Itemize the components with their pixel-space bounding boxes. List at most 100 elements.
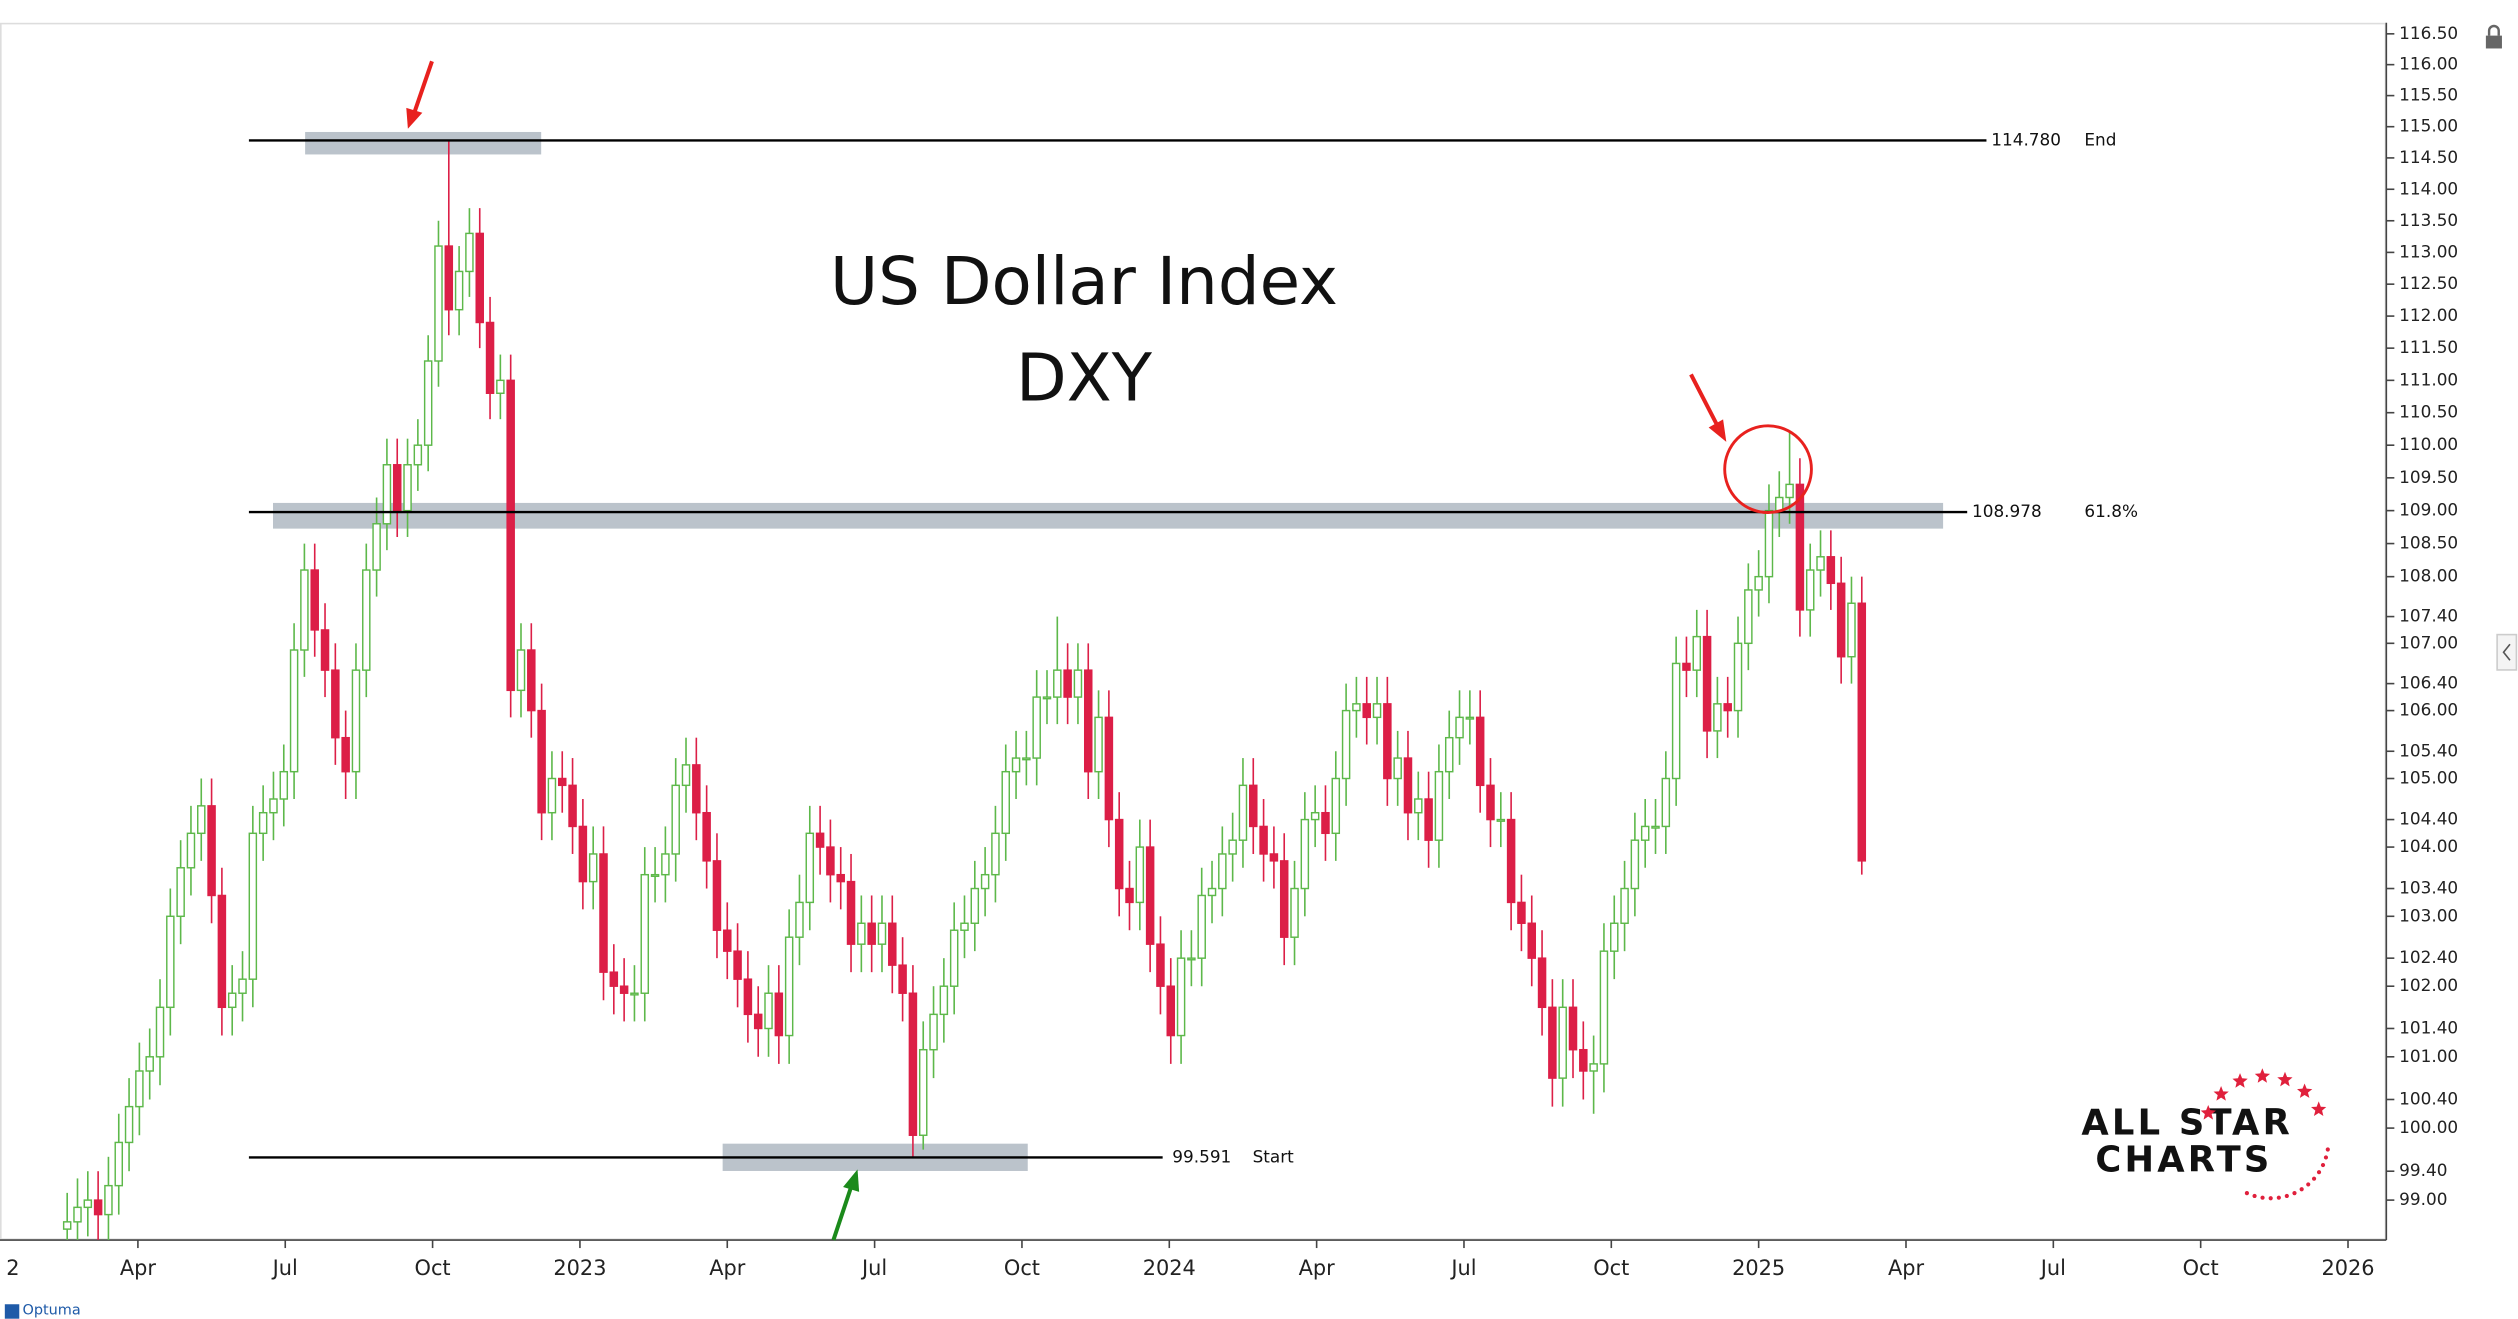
candle-body	[465, 232, 474, 273]
candle-body	[289, 649, 299, 773]
logo-star	[2213, 1086, 2229, 1101]
x-tick-label: Jul	[1449, 1256, 1476, 1280]
candle-body	[300, 569, 309, 651]
candle-body	[279, 770, 289, 800]
candle-body	[258, 811, 268, 835]
logo-text: ALL STAR	[2081, 1102, 2293, 1143]
candle-body	[599, 853, 608, 973]
x-tick-label: Jul	[860, 1256, 887, 1280]
candle-body	[166, 915, 175, 1009]
candle-body	[1249, 784, 1258, 828]
lock-shackle	[2487, 24, 2500, 36]
candle-body	[1403, 757, 1413, 814]
candle-body	[1083, 669, 1093, 773]
y-tick-label: 102.40	[2399, 947, 2458, 967]
candle-body	[382, 464, 392, 525]
candle-body	[1610, 922, 1619, 952]
x-tick-label: Oct	[1004, 1256, 1040, 1280]
level-value-label: 114.780	[1991, 129, 2061, 149]
candle-body	[1321, 811, 1330, 835]
logo-dot	[2292, 1191, 2297, 1196]
candle-body	[1424, 798, 1433, 841]
arrow	[412, 60, 434, 114]
y-tick-label: 114.00	[2399, 178, 2458, 198]
side-toggle[interactable]	[2496, 633, 2518, 671]
candle-body	[898, 964, 907, 994]
y-tick-label: 115.00	[2399, 116, 2458, 136]
candle-body	[227, 992, 237, 1009]
level-value-label: 108.978	[1972, 501, 2042, 521]
candle-body	[537, 709, 546, 814]
candle-body	[1558, 1006, 1567, 1079]
candle-body	[1692, 635, 1702, 671]
x-tick-label: Oct	[2183, 1256, 2219, 1280]
candle-body	[1331, 777, 1341, 835]
candle-body	[1228, 839, 1237, 855]
candle-body	[1764, 509, 1774, 578]
y-tick-label: 112.00	[2399, 305, 2458, 325]
y-tick-label: 108.50	[2399, 533, 2458, 553]
candle-body	[362, 569, 371, 671]
candle-body	[496, 379, 505, 394]
candle-body	[1218, 853, 1227, 890]
candle-body	[1125, 887, 1134, 904]
x-tick-label: Apr	[1888, 1256, 1925, 1280]
x-tick-label: 2026	[2321, 1256, 2374, 1280]
candle-body	[1651, 825, 1660, 829]
candle-body	[929, 1013, 938, 1051]
candle-body	[1022, 757, 1031, 761]
candle-body	[1053, 669, 1062, 698]
candle-body	[403, 464, 412, 512]
candle-body	[1506, 818, 1516, 904]
logo-star	[2232, 1073, 2248, 1088]
candle-body	[506, 379, 515, 692]
zones	[272, 131, 1944, 1171]
y-tick-label: 107.40	[2399, 606, 2458, 626]
x-tick-label: Apr	[1299, 1256, 1336, 1280]
candle-body	[723, 929, 732, 952]
highlight-circle	[1723, 424, 1813, 515]
candle-body	[1032, 696, 1041, 759]
candle-body	[527, 649, 536, 712]
arrow-head	[406, 107, 423, 129]
candle-body	[73, 1206, 82, 1223]
logo-dot	[2325, 1147, 2330, 1152]
candle-body	[1702, 635, 1712, 732]
y-tick-label: 110.00	[2399, 434, 2458, 454]
candle-body	[692, 764, 701, 814]
logo-dot	[2252, 1193, 2257, 1199]
logo-dot	[2244, 1191, 2249, 1196]
candle-body	[93, 1199, 103, 1216]
candle-body	[1166, 985, 1176, 1037]
level-value-label: 99.591	[1172, 1146, 1231, 1166]
candle-body	[1300, 818, 1310, 890]
candle-body	[1661, 777, 1671, 828]
candle-body	[867, 922, 876, 945]
candle-body	[1352, 703, 1361, 712]
candle-body	[176, 867, 185, 918]
candle-body	[1001, 770, 1010, 835]
y-tick-label: 114.50	[2399, 147, 2458, 167]
logo-dot	[2299, 1187, 2304, 1192]
candle-body	[877, 922, 887, 945]
arrow	[1689, 373, 1719, 426]
candle-body	[1341, 709, 1351, 780]
candle-body	[269, 798, 278, 814]
candle-body	[619, 985, 629, 994]
candle-body	[1795, 483, 1805, 611]
candle-body	[1568, 1006, 1578, 1051]
x-tick-label: 2023	[553, 1256, 606, 1280]
levels: 114.780 End 108.978 61.8% 99.591 Start	[248, 129, 2138, 1166]
logo-dot	[2306, 1182, 2311, 1187]
candle-body	[1444, 736, 1454, 773]
candle-body	[1805, 569, 1815, 611]
candle-body	[991, 832, 1000, 876]
candle-body	[145, 1056, 154, 1072]
candle-body	[1238, 784, 1248, 841]
candle-body	[547, 777, 557, 814]
y-tick-label: 109.00	[2399, 500, 2458, 520]
candle-body	[475, 232, 484, 324]
logo-stars	[2200, 1068, 2330, 1201]
candle-body	[423, 360, 433, 446]
